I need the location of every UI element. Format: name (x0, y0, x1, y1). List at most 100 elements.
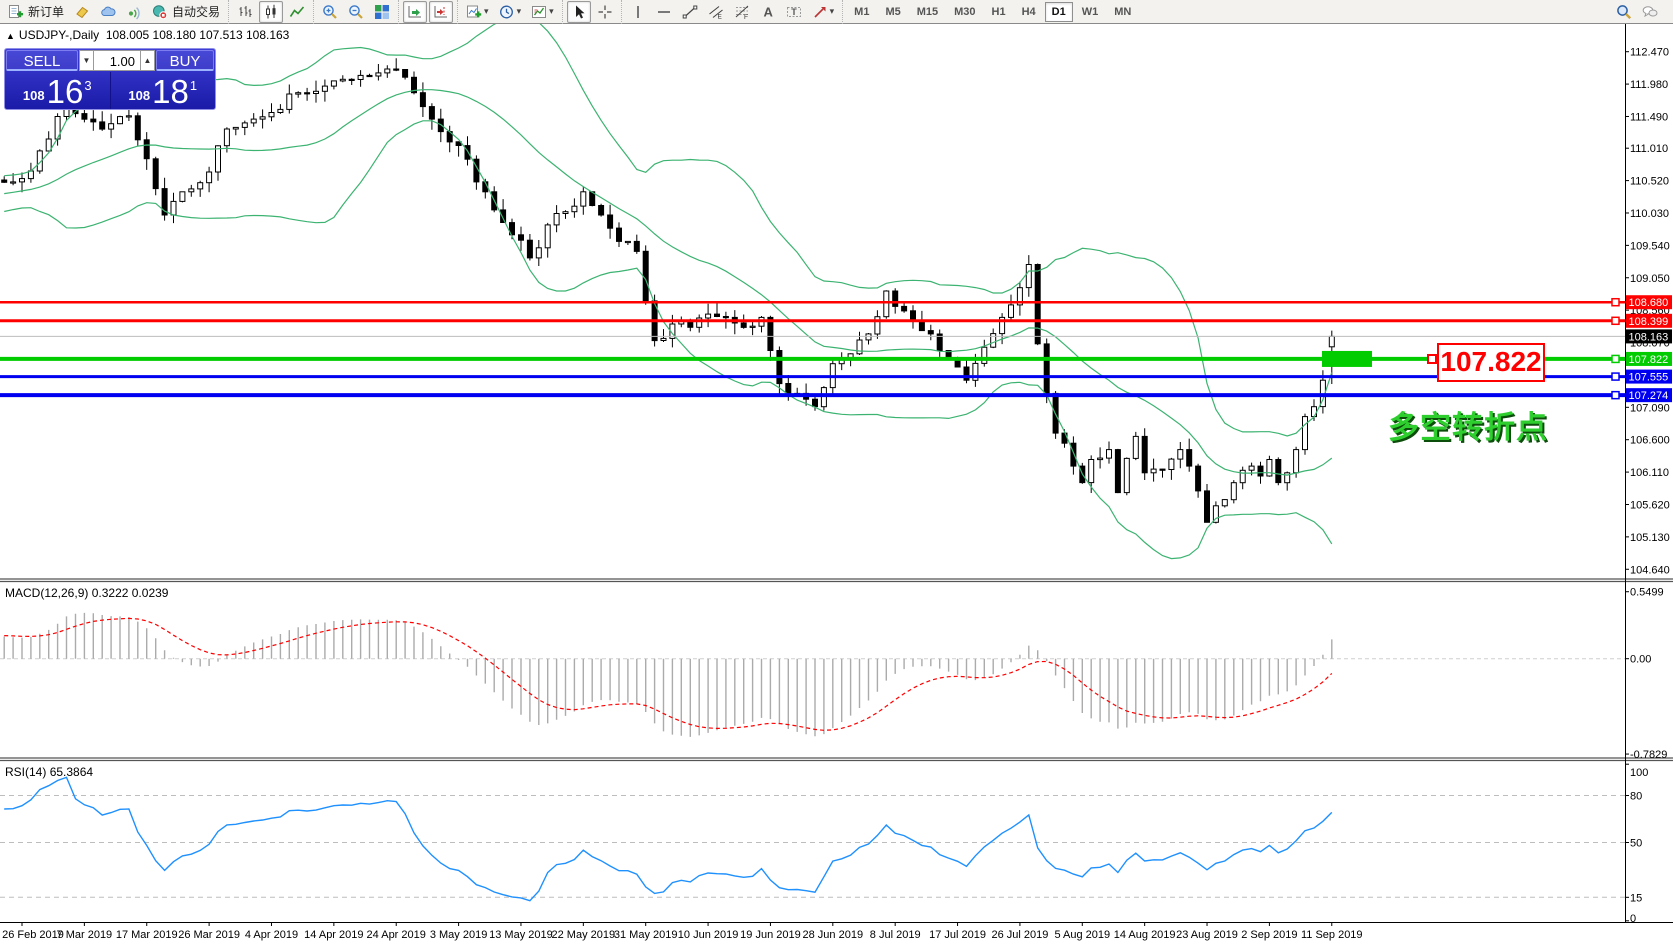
candle (1311, 406, 1317, 418)
bar-chart-icon (239, 5, 252, 17)
periods-button[interactable]: ▾ (495, 1, 526, 23)
buy-button[interactable]: BUY (156, 50, 214, 71)
candle (1070, 442, 1077, 467)
axis-tick-label: 110.030 (1630, 208, 1669, 220)
candle (901, 305, 908, 312)
price-flag-anchor[interactable] (1427, 354, 1437, 364)
volume-input[interactable]: 1.00 (94, 50, 140, 71)
channel-button[interactable]: E (704, 1, 728, 23)
level-end-marker[interactable] (1611, 316, 1620, 326)
cursor-button[interactable] (566, 0, 591, 23)
label-button[interactable]: T (782, 1, 806, 23)
timeframe-h1[interactable]: H1 (991, 5, 1006, 18)
horizontal-line-button[interactable] (652, 1, 676, 23)
buy-price[interactable]: 108 18 1 (111, 72, 216, 109)
toolbar-group: 新订单 自动交易 (0, 0, 228, 24)
timeframe-w1[interactable]: W1 (1081, 5, 1099, 18)
timeframe-m30[interactable]: M30 (954, 5, 976, 18)
candle (108, 123, 115, 130)
candle (152, 158, 159, 190)
sell-button[interactable]: SELL (6, 50, 78, 71)
level-end-marker[interactable] (1611, 354, 1620, 364)
buy-price-pips: 18 (152, 73, 189, 110)
rsi-line (4, 776, 1333, 902)
level-end-marker[interactable] (1611, 372, 1620, 381)
candle (812, 398, 818, 408)
svg-text:E: E (717, 13, 722, 20)
tile-windows-button[interactable] (370, 1, 394, 23)
timeframe-m15[interactable]: M15 (916, 5, 939, 18)
toolbar-group (561, 0, 621, 24)
line-chart-button[interactable] (285, 1, 309, 23)
candle (722, 316, 729, 319)
axis-tick-label: 107.274 (1629, 390, 1669, 402)
candle (696, 317, 703, 328)
axis-tick-label: 107.822 (1629, 354, 1669, 366)
autotrading-button[interactable]: 自动交易 (148, 1, 224, 23)
crosshair-button[interactable] (593, 1, 617, 23)
fibonacci-button[interactable]: F (730, 1, 754, 23)
highlighter-button[interactable] (70, 1, 94, 23)
zoom-in-button[interactable] (318, 1, 342, 23)
sell-price[interactable]: 108 16 3 (5, 72, 111, 109)
green-zone-rectangle[interactable] (1322, 350, 1372, 367)
candle (464, 145, 471, 160)
publish-button[interactable] (96, 1, 120, 23)
chevron-down-icon[interactable]: ▾ (829, 6, 835, 16)
macd-pane (0, 612, 1625, 737)
main-pane (0, 24, 1625, 560)
candle (1204, 490, 1210, 523)
level-end-marker[interactable] (1611, 390, 1620, 400)
chevron-down-icon[interactable]: ▾ (549, 6, 554, 16)
search-button[interactable] (1612, 1, 1636, 23)
clock-icon (499, 5, 513, 18)
chat-button[interactable] (1638, 1, 1662, 23)
crosshair-icon (598, 5, 612, 18)
rsi-indicator-label: RSI(14) 65.3864 (5, 765, 93, 779)
zoom-out-button[interactable] (344, 1, 368, 23)
collapse-panel-icon[interactable]: ▲ (6, 31, 15, 41)
candle (90, 118, 97, 123)
text-button[interactable]: A (756, 1, 780, 23)
auto-scroll-button[interactable] (403, 0, 428, 23)
chevron-down-icon[interactable]: ▾ (516, 6, 522, 16)
hline-icon (657, 10, 670, 13)
timeframe-d1[interactable]: D1 (1044, 1, 1073, 22)
trendline-button[interactable] (678, 1, 702, 23)
chevron-down-icon[interactable]: ▾ (484, 6, 489, 16)
price-flag-label[interactable]: 107.822 (1437, 343, 1545, 382)
chart-shift-button[interactable] (429, 0, 454, 23)
templates-button[interactable]: ▾ (527, 1, 558, 23)
arrows-button[interactable]: ▾ (808, 1, 839, 23)
axis-tick-label: 109.050 (1630, 273, 1670, 285)
candle (1034, 264, 1041, 345)
new-order-button[interactable]: 新订单 (4, 1, 68, 23)
candle (1114, 449, 1121, 494)
candle (1239, 469, 1246, 484)
level-end-marker[interactable] (1611, 297, 1620, 307)
candlestick-chart-button[interactable] (259, 0, 284, 23)
axis-tick-label: 110.520 (1630, 176, 1669, 188)
candle (598, 205, 605, 216)
timeframe-m5[interactable]: M5 (885, 5, 901, 18)
candle (1097, 457, 1104, 461)
date-tick-label: 31 May 2019 (614, 929, 678, 941)
turning-point-annotation[interactable]: 多空转折点 (1388, 410, 1548, 445)
indicators-button[interactable]: ▾ (462, 1, 493, 23)
chart-title: ▲ USDJPY-,Daily 108.005 108.180 107.513 1… (6, 28, 289, 42)
timeframe-h4[interactable]: H4 (1021, 5, 1036, 18)
candle (277, 108, 284, 114)
chart-canvas[interactable]: 112.470 111.980 111.490 111.010 110.520 110.0… (0, 24, 1673, 946)
bar-chart-button[interactable] (233, 1, 257, 23)
candle (1088, 459, 1095, 484)
timeframe-mn[interactable]: MN (1114, 5, 1132, 18)
volume-increase-button[interactable]: ▲ (140, 50, 155, 71)
sell-price-point: 3 (84, 78, 92, 93)
volume-decrease-button[interactable]: ▼ (79, 50, 94, 71)
signals-button[interactable] (122, 1, 146, 23)
timeframe-m1[interactable]: M1 (854, 5, 870, 18)
vertical-line-button[interactable] (626, 1, 650, 23)
rsi-value: 65.3864 (49, 765, 94, 779)
symbol-period-label: USDJPY-,Daily (18, 28, 100, 42)
